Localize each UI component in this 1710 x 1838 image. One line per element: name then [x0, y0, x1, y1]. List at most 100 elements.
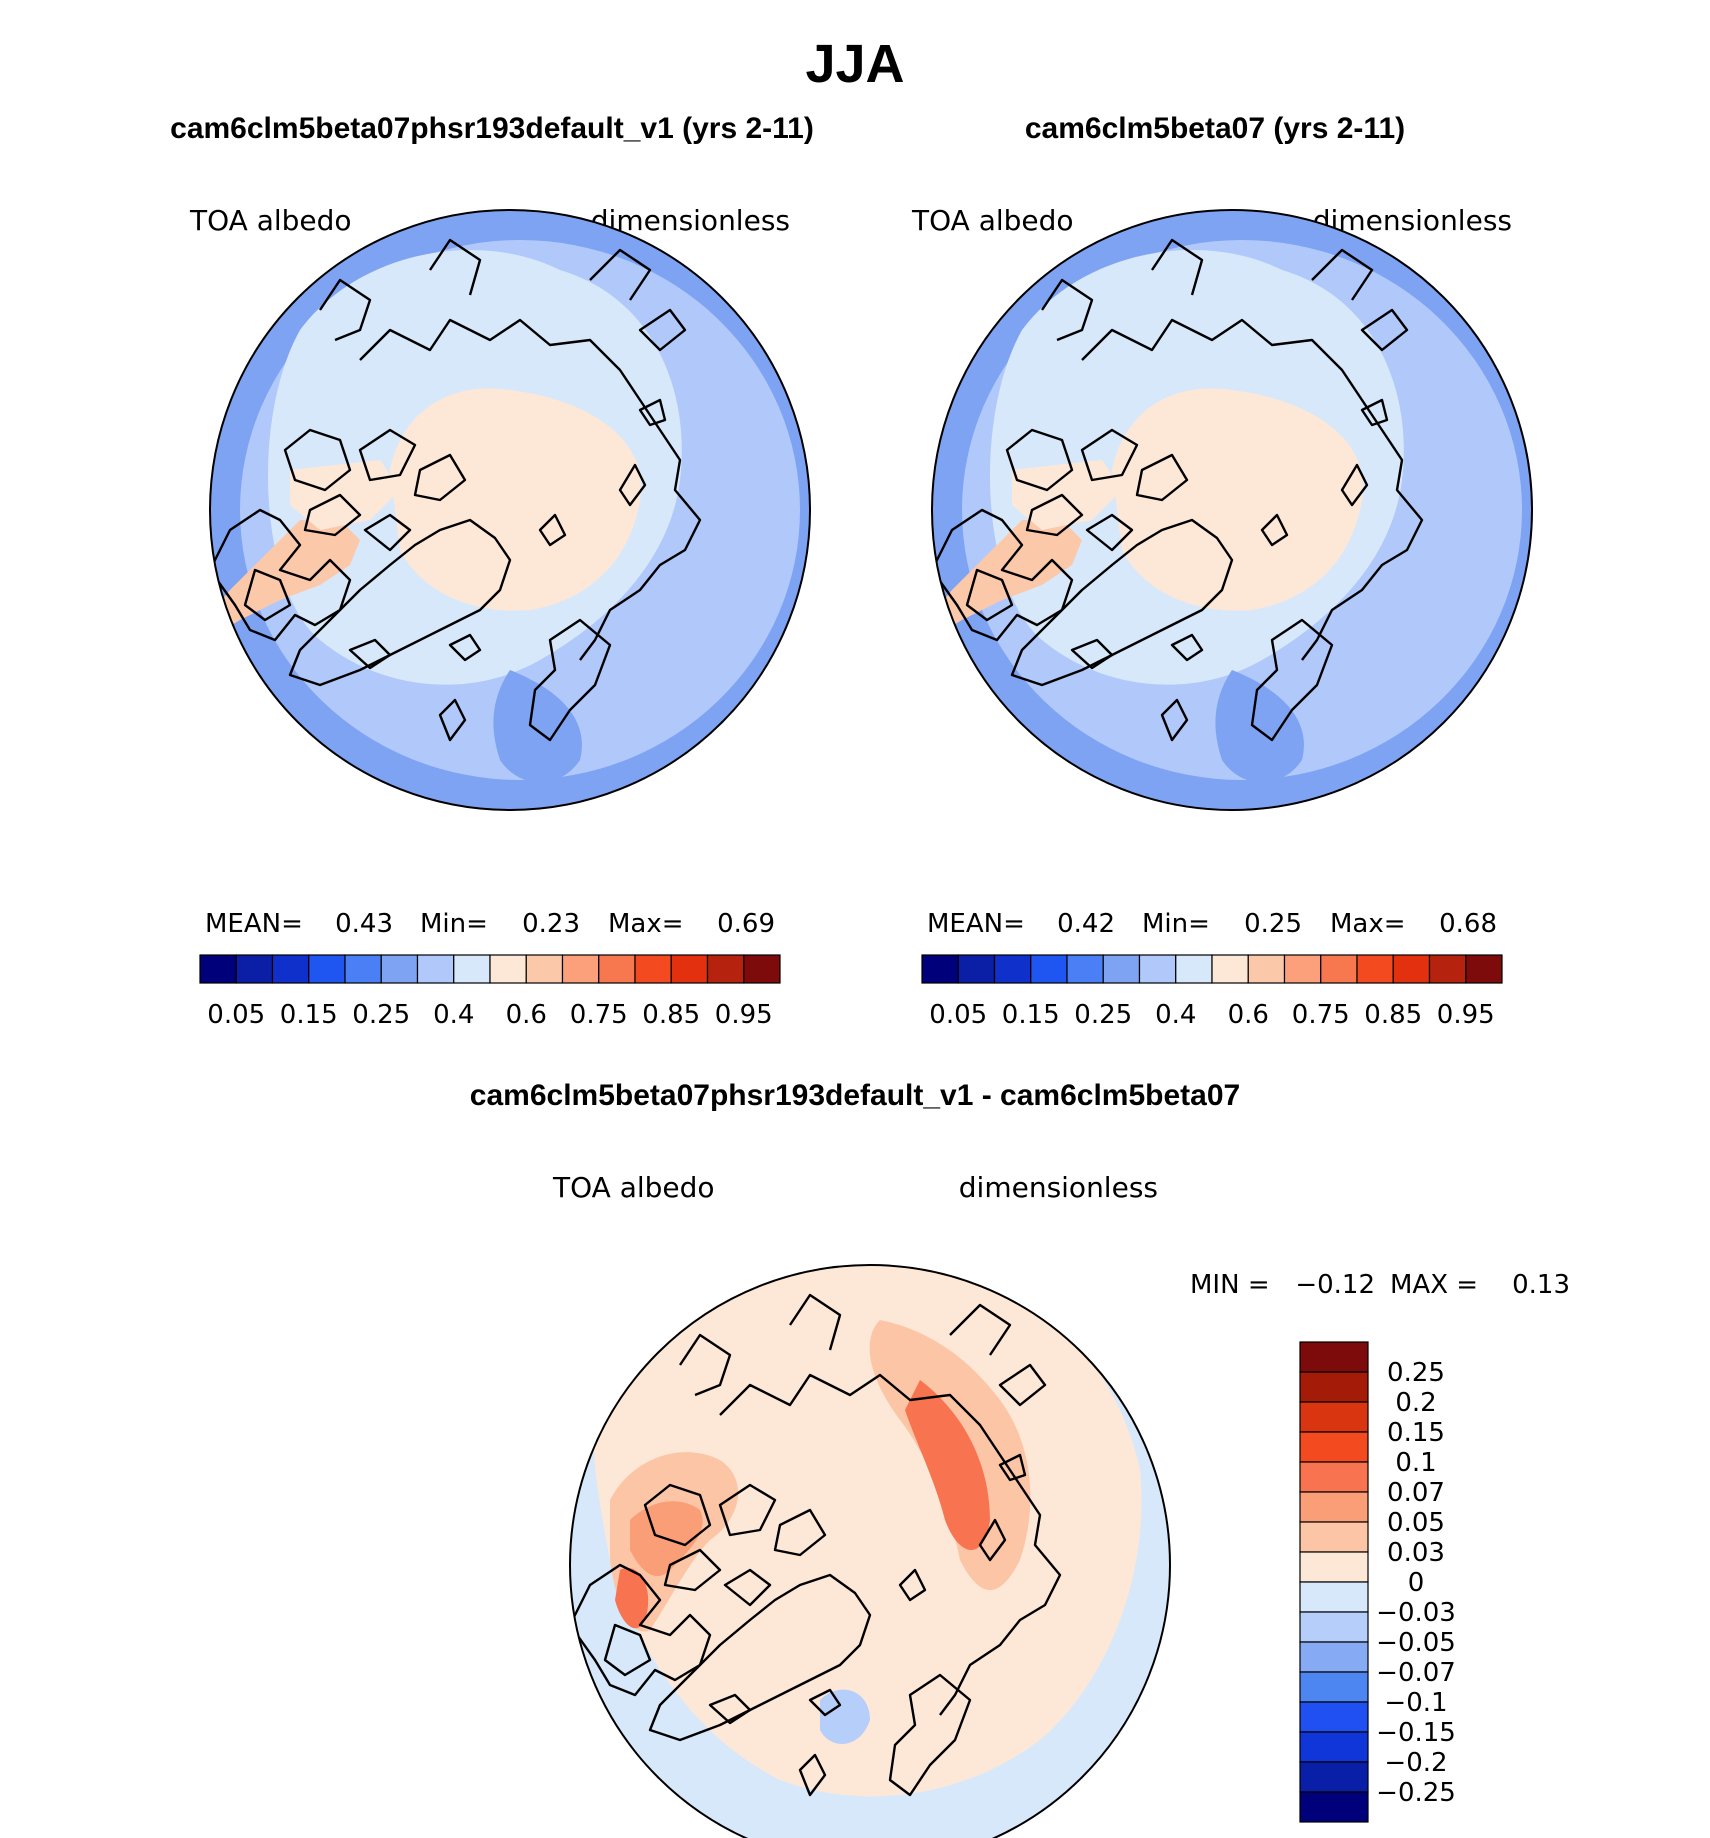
max-value: 0.69: [717, 909, 775, 939]
colorbar-swatch: [1299, 1641, 1369, 1673]
colorbar-swatch: [1299, 1671, 1369, 1703]
region-greenland: [210, 520, 360, 635]
colorbar-swatch: [1299, 1401, 1369, 1433]
colorbar-swatch: [1247, 954, 1286, 984]
min-value: 0.25: [1244, 909, 1302, 939]
panel-title: cam6clm5beta07phsr193default_v1 (yrs 2-1…: [170, 112, 814, 145]
colorbar-tick-label: 0.07: [1387, 1478, 1445, 1508]
figure-title: JJA: [805, 34, 904, 94]
panel-title: cam6clm5beta07phsr193default_v1 - cam6cl…: [470, 1079, 1240, 1112]
colorbar-swatch: [1299, 1701, 1369, 1733]
colorbar-swatch: [1283, 954, 1322, 984]
colorbar-tick-label: 0.05: [1387, 1508, 1445, 1538]
colorbar-swatch: [1175, 954, 1213, 984]
colorbar-tick-label: 0.25: [1074, 1000, 1132, 1030]
min-value: −0.12: [1295, 1270, 1375, 1300]
colorbar-swatch: [1428, 954, 1467, 984]
colorbar-swatch: [921, 954, 959, 984]
colorbar-swatch: [308, 954, 346, 984]
map-boundary: [931, 209, 1533, 811]
colorbar-tick-label: 0.05: [929, 1000, 987, 1030]
colorbar-tick-label: 0.2: [1395, 1388, 1436, 1418]
colorbar-swatch: [1030, 954, 1068, 984]
variable-label: TOA albedo: [552, 1171, 715, 1204]
colorbar-swatch: [993, 954, 1032, 984]
colorbar-swatch: [598, 954, 636, 984]
colorbar-tick-label: 0.4: [1155, 1000, 1196, 1030]
max-value: 0.13: [1512, 1270, 1570, 1300]
colorbar-swatch: [380, 954, 419, 984]
panel-model-control: cam6clm5beta07 (yrs 2-11) TOA albedo dim…: [911, 112, 1533, 1030]
colorbar: 0.05 0.15 0.25 0.4 0.6 0.75 0.85 0.95: [921, 954, 1503, 1030]
stats-row: MEAN= 0.42 Min= 0.25 Max= 0.68: [927, 909, 1497, 939]
region-north-pacific-low: [580, 1319, 640, 1357]
colorbar-swatch: [271, 954, 310, 984]
colorbar-tick-label: −0.25: [1376, 1778, 1456, 1808]
variable-label: TOA albedo: [911, 204, 1074, 237]
colorbar-tick-label: −0.07: [1376, 1658, 1456, 1688]
region-scandinavia-low: [1215, 670, 1304, 783]
colorbar-tick-label: 0.85: [1364, 1000, 1422, 1030]
colorbar-swatch: [1066, 954, 1104, 984]
colorbar-tick-label: 0.25: [1387, 1358, 1445, 1388]
map-boundary: [209, 209, 811, 811]
colorbar-swatch: [1211, 954, 1249, 984]
max-label: Max=: [608, 909, 684, 939]
colorbar-swatch: [706, 954, 745, 984]
colorbar-swatch: [1299, 1341, 1369, 1373]
colorbar-swatch: [199, 954, 237, 984]
map-contours: [932, 210, 1532, 810]
colorbar-swatch: [1299, 1761, 1369, 1793]
region-canada-max: [615, 1568, 649, 1629]
colorbar-tick-label: 0.03: [1387, 1538, 1445, 1568]
colorbar-swatch: [1138, 954, 1177, 984]
colorbar-tick-label: 0.05: [207, 1000, 265, 1030]
colorbar-tick-label: −0.03: [1376, 1598, 1456, 1628]
region-canadian-archipelago: [1012, 460, 1122, 530]
colorbar-swatch: [1392, 954, 1431, 984]
map-contours: [210, 210, 810, 810]
panel-title: cam6clm5beta07 (yrs 2-11): [1025, 112, 1405, 145]
colorbar-tick-label: 0.25: [352, 1000, 410, 1030]
colorbar-swatch: [1299, 1791, 1369, 1823]
colorbar-swatch: [1299, 1431, 1369, 1463]
colorbar-tick-label: −0.05: [1376, 1628, 1456, 1658]
colorbar-tick-label: 0.15: [1387, 1418, 1445, 1448]
colorbar-tick-label: 0.6: [506, 1000, 547, 1030]
colorbar-tick-label: 0.95: [715, 1000, 773, 1030]
panel-difference: cam6clm5beta07phsr193default_v1 - cam6cl…: [470, 1079, 1570, 1838]
colorbar-swatch: [1320, 954, 1358, 984]
min-label: Min=: [1142, 909, 1210, 939]
colorbar-tick-label: 0.1: [1395, 1448, 1436, 1478]
region-siberia-core: [905, 1380, 990, 1550]
max-label: MAX =: [1390, 1270, 1478, 1300]
map-contours: [570, 1265, 1170, 1838]
colorbar-swatch: [957, 954, 996, 984]
colorbar-tick-label: 0.75: [1292, 1000, 1350, 1030]
colorbar: 0.05 0.15 0.25 0.4 0.6 0.75 0.85 0.95: [199, 954, 781, 1030]
colorbar-tick-label: −0.2: [1384, 1748, 1447, 1778]
colorbar-swatch: [1299, 1521, 1369, 1553]
colorbar-tick-label: 0.75: [570, 1000, 628, 1030]
region-canadian-archipelago: [290, 460, 400, 530]
colorbar-swatch: [1299, 1611, 1369, 1643]
colorbar-swatch: [561, 954, 600, 984]
colorbar-tick-label: 0.85: [642, 1000, 700, 1030]
mean-label: MEAN=: [205, 909, 303, 939]
colorbar-swatch: [1299, 1461, 1369, 1493]
min-value: 0.23: [522, 909, 580, 939]
colorbar-tick-label: 0.15: [280, 1000, 338, 1030]
colorbar-swatch: [1299, 1551, 1369, 1583]
region-arctic-ocean-ice: [1112, 388, 1364, 611]
colorbar-swatch: [344, 954, 382, 984]
colorbar: 0.250.20.150.10.070.050.030−0.03−0.05−0.…: [1299, 1341, 1456, 1823]
region-scandinavia-low: [493, 670, 582, 783]
colorbar-swatch: [670, 954, 709, 984]
colorbar-tick-label: 0.15: [1002, 1000, 1060, 1030]
max-value: 0.68: [1439, 909, 1497, 939]
colorbar-swatch: [235, 954, 274, 984]
mean-label: MEAN=: [927, 909, 1025, 939]
colorbar-swatch: [1299, 1371, 1369, 1403]
colorbar-swatch: [489, 954, 527, 984]
